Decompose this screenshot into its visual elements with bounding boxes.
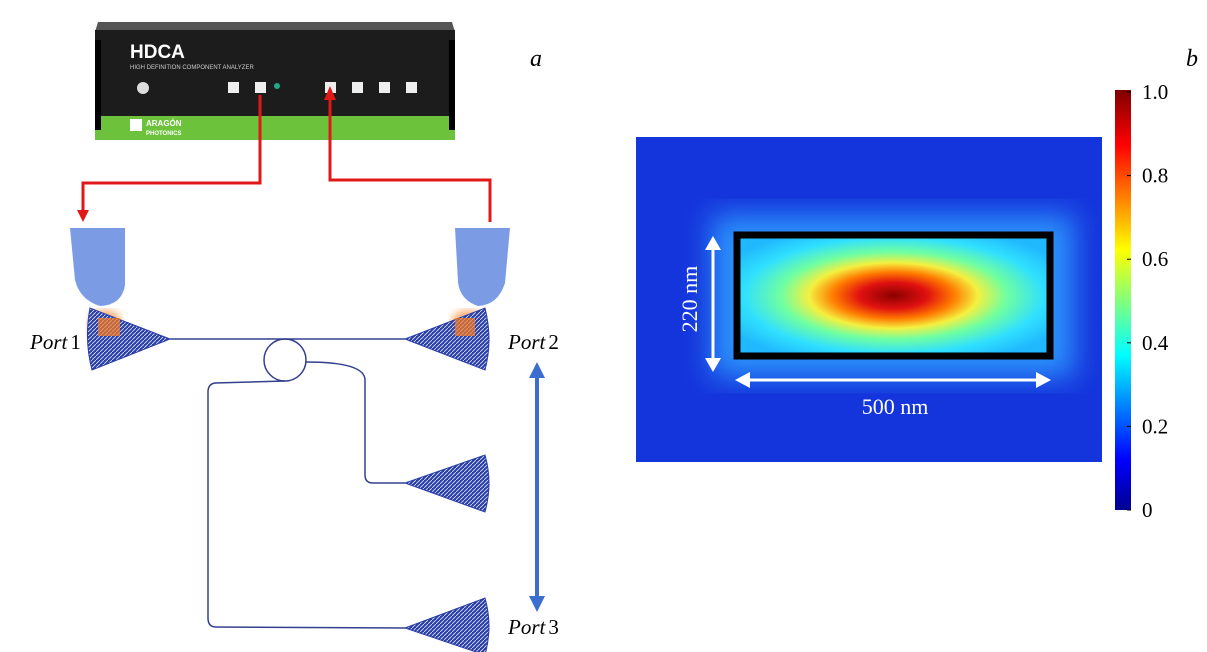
port-number: 1 bbox=[70, 330, 81, 354]
instrument: HDCA HIGH DEFINITION COMPONENT ANALYZER … bbox=[95, 22, 455, 140]
port-number: 3 bbox=[548, 615, 559, 639]
port-word: Port bbox=[29, 330, 69, 354]
colorbar-tick-label: 0 bbox=[1142, 498, 1153, 522]
colorbar-tick-label: 0.8 bbox=[1142, 164, 1168, 188]
height-label: 220 nm bbox=[677, 266, 702, 333]
separation-arrow bbox=[529, 362, 545, 612]
port-word: Port bbox=[507, 615, 547, 639]
device-title: HDCA bbox=[130, 42, 185, 63]
colorbar-tick-label: 0.4 bbox=[1142, 331, 1169, 355]
width-label: 500 nm bbox=[862, 394, 929, 419]
colorbar-tick-label: 0.2 bbox=[1142, 414, 1168, 438]
colorbar-tick-label: 1.0 bbox=[1142, 80, 1168, 104]
circuit bbox=[87, 308, 489, 652]
brand: PHOTONICS bbox=[146, 131, 182, 137]
arrow-head bbox=[77, 210, 89, 222]
port-number: 2 bbox=[548, 330, 559, 354]
port-word: Port bbox=[507, 330, 547, 354]
brand: ARAGÓN bbox=[146, 119, 182, 128]
device-subtitle: HIGH DEFINITION COMPONENT ANALYZER bbox=[130, 65, 254, 71]
figure: HDCA HIGH DEFINITION COMPONENT ANALYZER … bbox=[0, 0, 1207, 652]
colorbar-ticks: 1.0 0.8 0.6 0.4 0.2 0 bbox=[1127, 80, 1169, 522]
panel-label: a bbox=[530, 46, 542, 72]
fibers bbox=[70, 228, 510, 339]
colorbar-tick-label: 0.6 bbox=[1142, 247, 1168, 271]
colorbar bbox=[1115, 90, 1131, 510]
panel-label: b bbox=[1186, 46, 1198, 72]
